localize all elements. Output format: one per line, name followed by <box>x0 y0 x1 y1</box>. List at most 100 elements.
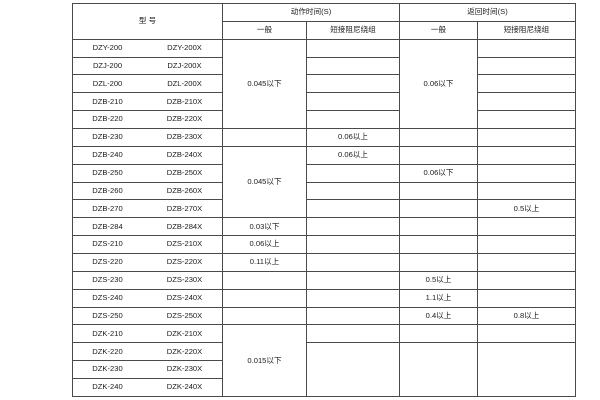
model-variant: DZJ-200X <box>167 60 202 70</box>
return-normal-value <box>399 253 478 272</box>
action-normal-value: 0.11以上 <box>222 253 307 272</box>
model-variant: DZB-270X <box>166 203 203 213</box>
model-variant: DZK-230X <box>166 364 203 374</box>
model-base: DZS-250 <box>92 310 123 320</box>
model-base: DZL-200 <box>92 78 123 88</box>
table-row: DZS-240 DZS-240X 1.1以上 <box>72 288 576 308</box>
model-base: DZS-220 <box>92 257 123 267</box>
model-base: DZB-240 <box>92 150 123 160</box>
return-damped-value <box>477 181 576 201</box>
table-row: DZB-270 DZB-270X 0.5以上 <box>72 199 576 219</box>
return-damped-value <box>477 110 576 130</box>
table-row: DZB-260 DZB-260X <box>72 181 576 201</box>
model-base: DZB-284 <box>92 221 123 231</box>
table-row: DZS-250 DZS-250X 0.4以上 0.8以上 <box>72 306 576 326</box>
action-damped-value <box>306 306 400 326</box>
model-base: DZS-210 <box>92 239 123 249</box>
return-damped-value <box>477 288 576 308</box>
header-action-damped: 短接阻尼绕组 <box>306 20 400 40</box>
table-row: DZB-210 DZB-210X <box>72 92 576 112</box>
header-row-primary: 型 号 动作时间(S) 返回时间(S) <box>72 3 576 40</box>
action-normal-value: 0.045以下 <box>222 145 307 219</box>
model-base: DZK-220 <box>92 346 123 356</box>
return-normal-value <box>399 199 478 219</box>
model-cell: DZK-210 DZK-210X <box>72 324 223 344</box>
return-damped-value <box>477 324 576 344</box>
action-damped-value <box>306 288 400 308</box>
model-variant: DZB-230X <box>166 132 203 142</box>
return-damped-value <box>477 38 576 58</box>
table-row: DZS-230 DZS-230X 0.5以上 <box>72 270 576 290</box>
table-row: DZJ-200 DZJ-200X <box>72 56 576 76</box>
model-cell: DZL-200 DZL-200X <box>72 74 223 94</box>
return-damped-value: 0.8以上 <box>477 306 576 326</box>
model-cell: DZB-270 DZB-270X <box>72 199 223 219</box>
action-damped-value <box>306 235 400 255</box>
model-variant: DZS-230X <box>166 275 203 285</box>
model-cell: DZJ-200 DZJ-200X <box>72 56 223 76</box>
table-row: DZL-200 DZL-200X <box>72 74 576 94</box>
action-normal-value: 0.045以下 <box>222 38 307 130</box>
action-damped-value <box>306 92 400 112</box>
model-cell: DZB-230 DZB-230X <box>72 128 223 147</box>
return-damped-value <box>477 56 576 76</box>
return-damped-value <box>477 253 576 272</box>
model-variant: DZK-210X <box>166 328 203 338</box>
return-damped-value: 0.5以上 <box>477 199 576 219</box>
action-normal-value: 0.03以下 <box>222 217 307 237</box>
table-row: DZB-230 DZB-230X 0.06以上 <box>72 128 576 147</box>
action-damped-value <box>306 253 400 272</box>
return-damped-value <box>477 145 576 165</box>
header-action-time: 动作时间(S) <box>222 3 400 22</box>
return-damped-value <box>477 342 576 397</box>
table-row: DZS-210 DZS-210X 0.06以上 <box>72 235 576 255</box>
return-damped-value <box>477 235 576 255</box>
table-row: DZB-250 DZB-250X 0.06以下 <box>72 163 576 183</box>
table-row: DZK-220 DZK-220X <box>72 342 576 397</box>
action-normal-value: 0.06以上 <box>222 235 307 255</box>
model-base: DZB-270 <box>92 203 123 213</box>
model-variant: DZS-250X <box>166 310 203 320</box>
model-variant: DZB-240X <box>166 150 203 160</box>
action-normal-value: 0.015以下 <box>222 324 307 397</box>
return-damped-value <box>477 74 576 94</box>
model-variant: DZK-240X <box>166 382 203 392</box>
model-cell: DZB-284 DZB-284X <box>72 217 223 237</box>
return-damped-value <box>477 270 576 290</box>
return-normal-value <box>399 217 478 237</box>
return-normal-value: 1.1以上 <box>399 288 478 308</box>
table-row: DZB-240 DZB-240X 0.045以下 0.06以上 <box>72 145 576 219</box>
model-cell: DZK-230 DZK-230X <box>72 360 223 380</box>
table-row: DZB-220 DZB-220X <box>72 110 576 130</box>
model-cell: DZK-240 DZK-240X <box>72 378 223 397</box>
return-damped-value <box>477 217 576 237</box>
table-row: DZK-210 DZK-210X 0.015以下 <box>72 324 576 397</box>
return-damped-value <box>477 92 576 112</box>
return-normal-value: 0.06以下 <box>399 38 478 130</box>
model-base: DZB-220 <box>92 114 123 124</box>
table-row: DZB-284 DZB-284X 0.03以下 <box>72 217 576 237</box>
table-row: DZK-240 DZK-240X <box>72 378 576 397</box>
return-normal-value <box>399 181 478 201</box>
action-normal-value <box>222 270 307 290</box>
action-normal-value <box>222 306 307 326</box>
model-cell: DZS-250 DZS-250X <box>72 306 223 326</box>
model-base: DZB-210 <box>92 96 123 106</box>
return-normal-value <box>399 128 478 147</box>
header-return-normal: 一般 <box>399 20 478 40</box>
header-action-normal: 一般 <box>222 20 307 40</box>
return-normal-value: 0.4以上 <box>399 306 478 326</box>
action-damped-value <box>306 163 400 183</box>
model-base: DZB-250 <box>92 167 123 177</box>
header-return-damped: 短接阻尼绕组 <box>477 20 576 40</box>
model-variant: DZB-220X <box>166 114 203 124</box>
action-damped-value: 0.06以上 <box>306 128 400 147</box>
return-normal-value <box>399 235 478 255</box>
model-cell: DZS-240 DZS-240X <box>72 288 223 308</box>
model-variant: DZK-220X <box>166 346 203 356</box>
action-damped-value <box>306 342 400 397</box>
model-variant: DZS-210X <box>166 239 203 249</box>
model-base: DZS-240 <box>92 293 123 302</box>
return-normal-value: 0.06以下 <box>399 163 478 183</box>
model-cell: DZB-260 DZB-260X <box>72 181 223 201</box>
